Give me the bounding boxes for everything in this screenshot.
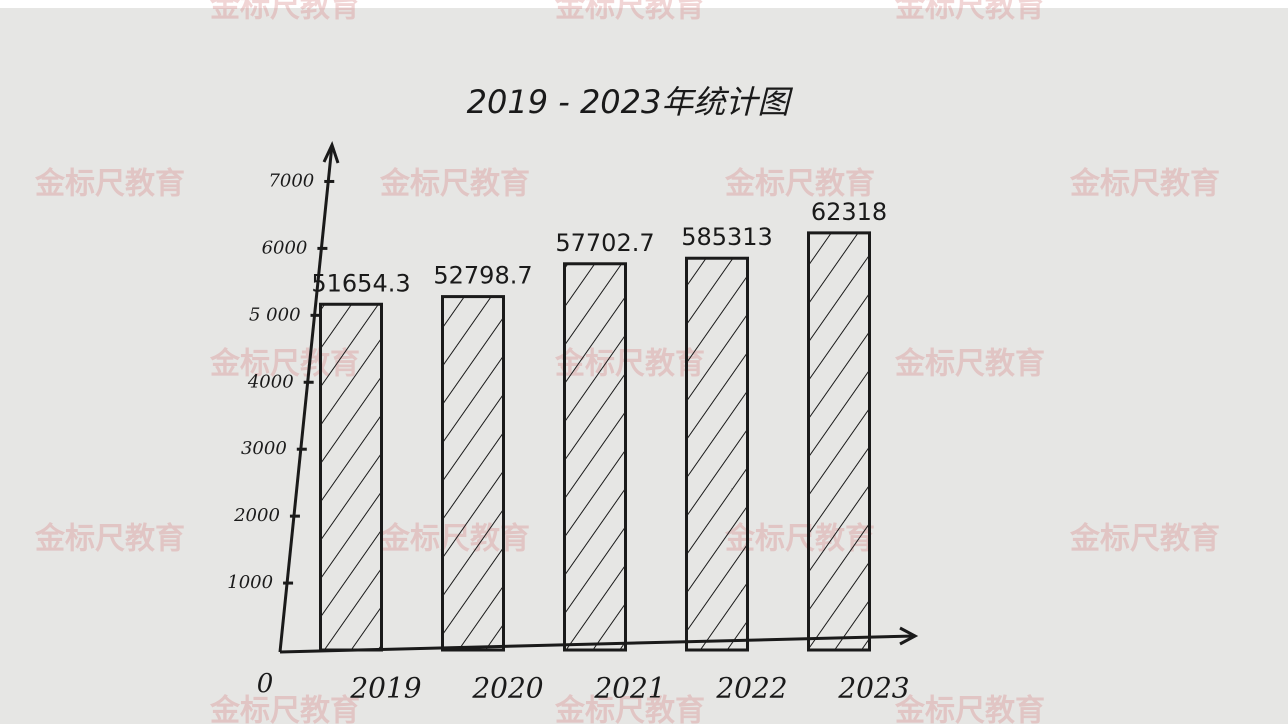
watermark: 金标尺教育	[1069, 522, 1220, 557]
y-tick-label: 7000	[268, 170, 314, 191]
watermark: 金标尺教育	[379, 167, 530, 202]
y-tick-label: 6000	[262, 237, 308, 258]
bar	[685, 256, 749, 652]
y-tick-label: 0	[257, 669, 274, 699]
watermark: 金标尺教育	[209, 0, 360, 25]
x-tick-label: 2019	[349, 672, 421, 705]
y-axis	[278, 144, 334, 653]
value-label: 52798.7	[433, 262, 532, 290]
y-tick-label: 4000	[247, 371, 294, 392]
value-label: 62318	[811, 198, 887, 226]
value-label: 57702.7	[555, 229, 654, 257]
y-tick-label: 5 000	[249, 304, 301, 325]
watermark: 金标尺教育	[554, 0, 705, 25]
x-tick-label: 2020	[471, 672, 543, 705]
value-label: 51654.3	[311, 269, 410, 297]
x-axis-arrow	[899, 626, 919, 646]
x-tick-label: 2022	[715, 672, 787, 705]
bar	[563, 262, 627, 652]
watermark: 金标尺教育	[209, 694, 360, 724]
watermark: 金标尺教育	[894, 0, 1045, 25]
top-border	[0, 0, 1288, 8]
watermark: 金标尺教育	[34, 522, 185, 557]
watermark: 金标尺教育	[724, 167, 875, 202]
bar	[319, 302, 383, 652]
watermark: 金标尺教育	[894, 694, 1045, 724]
bar	[807, 231, 871, 652]
y-tick-label: 2000	[233, 505, 280, 526]
watermark: 金标尺教育	[34, 167, 185, 202]
watermark: 金标尺教育	[894, 347, 1045, 382]
watermark: 金标尺教育	[1069, 167, 1220, 202]
x-tick-label: 2023	[837, 672, 909, 705]
chart-title: 2019 - 2023年统计图	[467, 83, 794, 121]
value-label: 585313	[681, 223, 773, 251]
watermark: 金标尺教育	[554, 694, 705, 724]
x-tick-label: 2021	[593, 672, 665, 705]
y-axis-arrow	[322, 140, 340, 164]
bar	[441, 295, 505, 652]
y-tick-label: 3000	[241, 438, 287, 459]
y-tick-label: 1000	[227, 572, 273, 593]
